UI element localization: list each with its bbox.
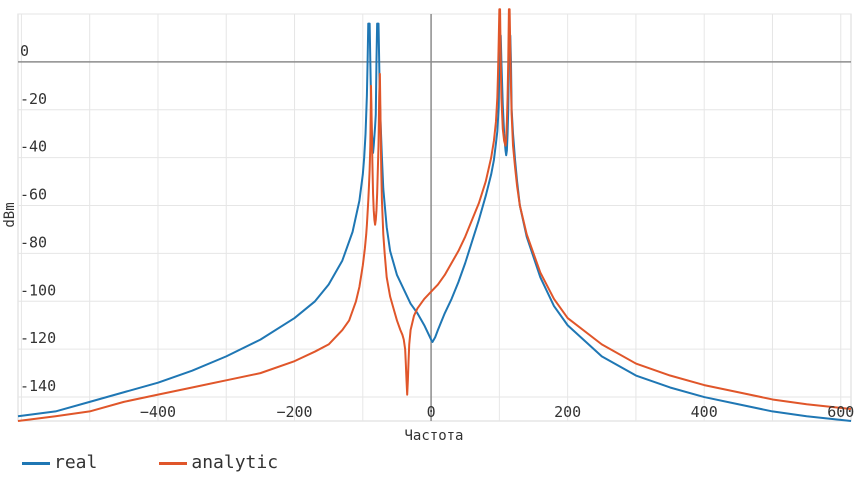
- x-tick-label: 0: [427, 403, 436, 421]
- legend-swatch-analytic: [159, 462, 188, 465]
- x-tick-labels: −400 −200 0 200 400 600: [140, 403, 854, 421]
- y-tick-label: -20: [20, 90, 47, 108]
- y-axis-title: dBm: [2, 202, 18, 227]
- y-tick-label: 0: [20, 42, 29, 60]
- y-tick-label: -80: [20, 233, 47, 251]
- x-tick-label: −400: [140, 403, 176, 421]
- y-tick-label: -140: [20, 377, 56, 395]
- series-line-analytic: [17, 8, 852, 422]
- y-tick-label: -60: [20, 186, 47, 204]
- y-tick-label: -120: [20, 329, 56, 347]
- legend-item-real[interactable]: real: [22, 452, 97, 473]
- x-tick-label: −200: [276, 403, 312, 421]
- y-tick-label: -40: [20, 138, 47, 156]
- grid-lines: [18, 13, 851, 421]
- legend-swatch-real: [22, 462, 50, 465]
- y-tick-labels: 0 -20 -40 -60 -80 -100 -120 -140: [20, 42, 56, 395]
- plot-area: [17, 13, 852, 422]
- zero-axis-lines: [18, 14, 851, 421]
- x-axis-title: Частота: [404, 428, 463, 444]
- legend-label-analytic: analytic: [191, 452, 279, 473]
- x-tick-label: 600: [827, 403, 854, 421]
- legend: real analytic: [22, 452, 278, 473]
- legend-label-real: real: [54, 452, 98, 473]
- y-tick-label: -100: [20, 281, 56, 299]
- x-tick-label: 200: [554, 403, 581, 421]
- legend-item-analytic[interactable]: analytic: [159, 452, 278, 473]
- series-layer: [17, 8, 852, 422]
- x-tick-label: 400: [691, 403, 718, 421]
